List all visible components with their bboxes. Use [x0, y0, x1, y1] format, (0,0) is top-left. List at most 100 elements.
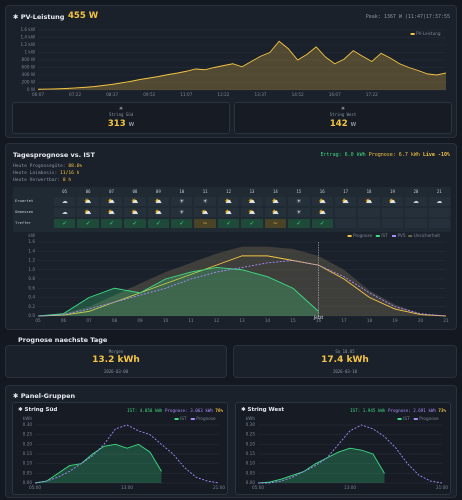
y-tick-label: 0.00: [23, 480, 33, 485]
pct: 76%: [215, 408, 223, 413]
live: Live -10%: [422, 152, 450, 158]
grid-cell: ⛅: [100, 197, 123, 206]
grid-cell: ✓: [124, 219, 146, 228]
forecast-card: Tagesprognose vs. IST Ertrag: 6.0 kWh Pr…: [5, 143, 457, 330]
y-tick-label: 1.2: [28, 258, 35, 263]
hour-label: 09: [155, 189, 161, 194]
x-tick-label: 09: [137, 318, 143, 323]
unit: W: [350, 122, 357, 128]
y-tick-label: 400 W: [22, 72, 35, 77]
x-tick-label: 06: [61, 318, 67, 323]
grid-cell: [405, 219, 427, 228]
y-tick-label: 0.20: [246, 441, 256, 446]
label: String West: [329, 112, 357, 117]
y-axis-label: kWh: [23, 416, 33, 421]
info-value: 88.6%: [68, 164, 83, 169]
grid-cell: [428, 219, 450, 228]
y-tick-label: 0.0: [28, 313, 35, 318]
grid-cell: ☁: [428, 197, 450, 206]
grid-cell: ~: [194, 219, 216, 228]
legend-label: PV-Leistung: [416, 31, 441, 36]
x-tick-label: 09:52: [143, 92, 155, 97]
day: Morgen: [108, 349, 124, 354]
info-label: Heute Verwertbar:: [13, 178, 61, 183]
x-tick-label: 17: [341, 318, 347, 323]
x-tick-label: 14:52: [292, 92, 304, 97]
x-tick-label: 13:00: [121, 485, 133, 490]
y-tick-label: 0.05: [246, 470, 256, 475]
x-tick-label: 20: [418, 318, 424, 323]
date: 2026-03-08: [103, 369, 129, 374]
y-tick-label: 0.8: [28, 276, 35, 281]
x-tick-label: 21:00: [436, 485, 448, 490]
pv-card: ✱ PV-Leistung 455 W Peak: 1367 W (11:47)…: [5, 5, 457, 138]
y-tick-label: 200 W: [22, 80, 35, 85]
y-tick-label: 0.00: [246, 480, 256, 485]
grid-cell: ✓: [100, 219, 123, 228]
x-tick-label: 12: [214, 318, 220, 323]
hour-label: 17: [343, 189, 349, 194]
y-axis-label: kWh: [246, 416, 256, 421]
ist: IST: 4.058 kWh: [127, 408, 163, 413]
row-label: Treffer: [15, 220, 32, 225]
info: Heute Prognosegüte: 88.6% Heute Laimbasis…: [13, 163, 82, 184]
hour-label: 07: [109, 189, 114, 194]
y-tick-label: 0.30: [246, 422, 256, 427]
grid-cell: ⛅: [100, 208, 123, 217]
x-tick-label: 16: [316, 318, 322, 323]
group-name: ✱ String West: [241, 407, 284, 413]
info-value: 11/16 h: [60, 171, 80, 176]
hour-label: 16: [319, 189, 325, 194]
grid-cell: [358, 219, 380, 228]
info-row: Heute Laimbasis: 11/16 h: [13, 170, 82, 177]
y-tick-label: 1.4: [28, 248, 35, 253]
grid-cell: ☀: [288, 197, 310, 206]
hour-label: 20: [413, 189, 419, 194]
hour-label: 08: [132, 189, 138, 194]
forecast: Prognose: 6.7 kWh: [368, 152, 420, 158]
day: Sa 10.05: [335, 349, 355, 354]
grid-cell: [405, 208, 427, 217]
label: String Süd: [108, 112, 134, 117]
uncertainty-band: [38, 246, 446, 316]
clock: 17:37:55: [425, 14, 450, 20]
current-power: 455 W: [68, 11, 99, 21]
legend-label: PV5: [398, 233, 406, 238]
y-tick-label: 0 W: [27, 87, 35, 92]
y-tick-label: 0.4: [28, 295, 35, 300]
ist: IST: 1.945 kWh: [350, 408, 386, 413]
hour-label: 15: [296, 189, 302, 194]
line: [37, 260, 447, 317]
grid-cell: ⛅: [194, 208, 216, 217]
legend-swatch: [392, 235, 396, 237]
energy: 17.4 kWh: [321, 355, 369, 365]
y-tick-label: 0.05: [23, 470, 33, 475]
y-tick-label: 0.10: [246, 461, 256, 466]
line: [258, 424, 443, 484]
forecast-grid: 05 06 07 08 09 10 11 12 13 14 15 16 17 18 19 20 21 Erwart…: [13, 187, 451, 232]
y-tick-label: 1.0: [28, 267, 35, 272]
legend-swatch: [410, 33, 415, 35]
yield: Ertrag: 6.0 kWh: [320, 152, 366, 158]
x-tick-label: 11: [188, 318, 194, 323]
grid-cell: ⛅: [77, 208, 99, 217]
area: [38, 41, 446, 90]
grid-cell: [358, 208, 380, 217]
line: [257, 447, 385, 484]
info-label: Heute Prognosegüte:: [13, 164, 66, 169]
grid-cell: ⛅: [124, 208, 146, 217]
row-label: Gemessen: [15, 209, 34, 214]
grid-cell: ⛅: [241, 208, 263, 217]
legend-label: IST: [180, 416, 187, 421]
line: [37, 255, 447, 317]
pct: 73%: [438, 408, 446, 413]
grid-cell: ⛅: [264, 208, 287, 217]
card-title: ✱ PV-Leistung: [13, 13, 65, 21]
y-tick-label: 0.15: [23, 451, 33, 456]
x-tick-label: 21: [443, 318, 449, 323]
card-title: Tagesprognose vs. IST: [13, 151, 95, 159]
hour-label: 21: [436, 189, 442, 194]
chart: 0 W 200 W 400 W 600 W 800 W 1 kW 1.2 kW 1.4 kW 1…: [20, 27, 447, 97]
grid-cell: ⛅: [124, 197, 146, 206]
